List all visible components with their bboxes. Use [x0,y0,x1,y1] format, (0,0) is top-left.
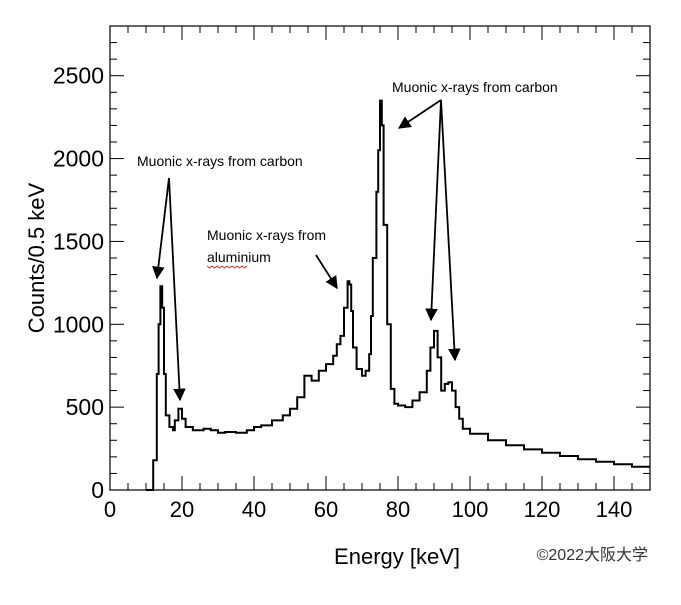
x-tick-label: 80 [386,497,410,522]
arrow-carbon-peak-2 [168,177,186,402]
arrow-carbon-peak-3 [397,99,442,129]
x-tick-label: 120 [524,497,561,522]
y-tick-label: 1000 [53,311,104,337]
x-tick-label: 100 [452,497,489,522]
arrow-aluminium-peak [315,254,338,290]
y-tick-label: 2000 [53,146,104,172]
arrow-carbon-peak-1 [152,177,170,280]
copyright-notice: ©2022大阪大学 [537,546,648,564]
y-tick-label: 0 [91,477,104,503]
annotation-aluminium-line2: aluminium [207,249,271,265]
spectrum-histogram [146,99,650,491]
annotation-carbon-high: Muonic x-rays from carbon [392,79,558,95]
arrow-carbon-peak-4 [425,99,442,322]
annotation-carbon-low: Muonic x-rays from carbon [137,153,303,169]
y-tick-label: 1500 [53,228,104,254]
x-tick-label: 60 [314,497,338,522]
y-tick-label: 500 [66,394,104,420]
x-tick-label: 20 [170,497,194,522]
y-axis-title: Counts/0.5 keV [24,182,49,333]
y-tick-label: 2500 [53,63,104,89]
arrow-carbon-peak-5 [440,99,461,362]
x-tick-label: 140 [596,497,633,522]
spellcheck-underline [206,265,248,269]
plot-frame [109,25,651,491]
x-axis-title: Energy [keV] [334,544,460,569]
x-tick-label: 40 [242,497,266,522]
annotation-aluminium: Muonic x-rays from [207,227,326,243]
x-tick-label: 0 [104,497,116,522]
